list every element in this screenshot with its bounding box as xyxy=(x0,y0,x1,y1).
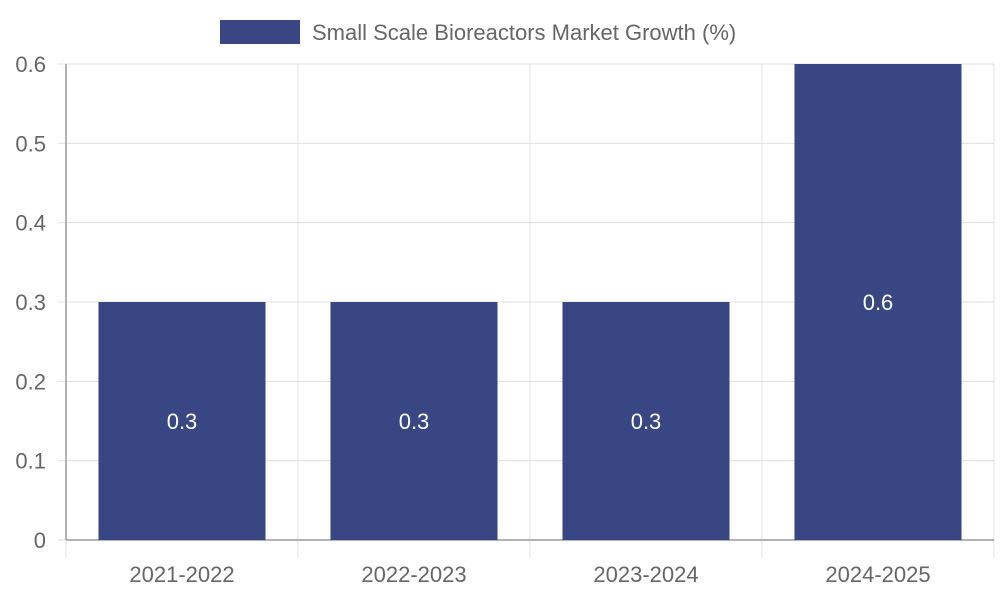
data-label: 0.3 xyxy=(631,409,662,434)
y-tick-label: 0.6 xyxy=(15,52,46,77)
x-tick-label: 2021-2022 xyxy=(129,562,234,587)
data-label: 0.3 xyxy=(167,409,198,434)
bars xyxy=(98,64,962,540)
y-tick-label: 0.3 xyxy=(15,290,46,315)
y-tick-label: 0 xyxy=(34,528,46,553)
x-tick-label: 2022-2023 xyxy=(361,562,466,587)
bar-2023-2024[interactable] xyxy=(562,302,730,540)
x-tick-label: 2024-2025 xyxy=(825,562,930,587)
legend-swatch xyxy=(220,20,300,44)
y-tick-label: 0.1 xyxy=(15,449,46,474)
legend-label: Small Scale Bioreactors Market Growth (%… xyxy=(312,20,736,45)
bar-2022-2023[interactable] xyxy=(330,302,498,540)
y-tick-label: 0.4 xyxy=(15,211,46,236)
y-tick-labels: 0 0.1 0.2 0.3 0.4 0.5 0.6 xyxy=(15,52,46,553)
legend[interactable]: Small Scale Bioreactors Market Growth (%… xyxy=(220,20,736,45)
y-tick-label: 0.5 xyxy=(15,131,46,156)
x-tick-labels: 2021-2022 2022-2023 2023-2024 2024-2025 xyxy=(129,562,930,587)
data-label: 0.6 xyxy=(863,290,894,315)
data-label: 0.3 xyxy=(399,409,430,434)
data-labels: 0.3 0.3 0.3 0.6 xyxy=(167,290,894,434)
bar-2021-2022[interactable] xyxy=(98,302,266,540)
y-tick-label: 0.2 xyxy=(15,369,46,394)
bar-2024-2025[interactable] xyxy=(794,64,962,540)
x-tick-label: 2023-2024 xyxy=(593,562,698,587)
